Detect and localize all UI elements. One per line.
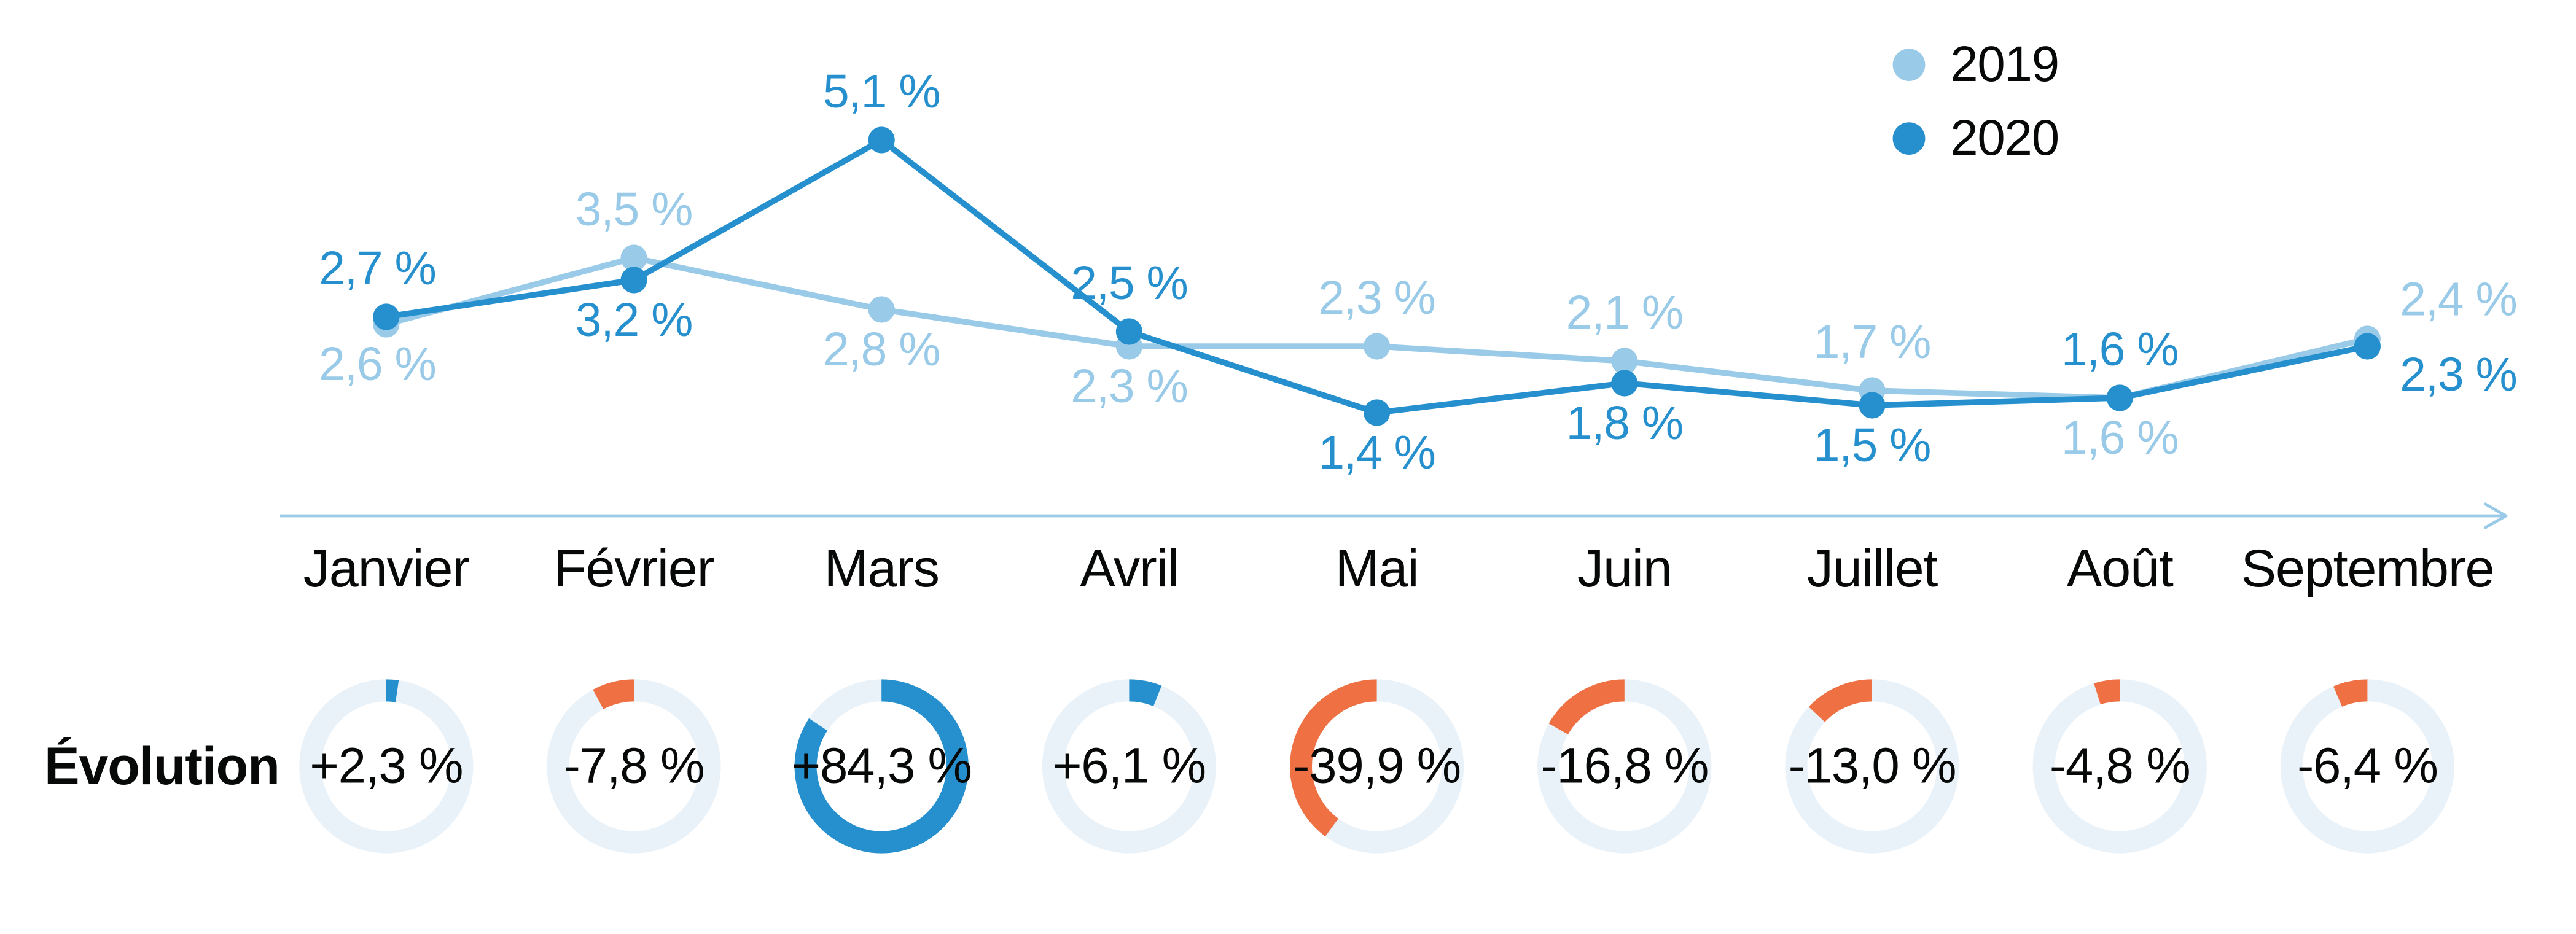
marker: [868, 126, 895, 153]
month-label: Mars: [824, 539, 939, 598]
month-label: Juillet: [1807, 539, 1938, 598]
value-label: 2,8 %: [823, 323, 940, 376]
evolution-title: Évolution: [44, 736, 279, 796]
value-label: 1,5 %: [1814, 419, 1930, 472]
marker: [868, 296, 895, 322]
value-label: 5,1 %: [823, 65, 940, 118]
marker: [1859, 392, 1885, 418]
month-label: Juin: [1577, 539, 1672, 598]
value-label: 2,3 %: [2400, 348, 2516, 401]
value-label: 3,2 %: [576, 294, 692, 346]
value-label: 2,7 %: [319, 242, 435, 295]
month-label: Janvier: [303, 539, 470, 598]
value-label: 2,6 %: [319, 338, 435, 391]
value-label: 1,6 %: [2061, 323, 2178, 376]
value-label: 1,8 %: [1566, 397, 1683, 449]
evolution-value: +6,1 %: [1053, 737, 1206, 793]
value-label: 3,5 %: [576, 183, 692, 236]
evolution-value: -6,4 %: [2297, 737, 2438, 793]
value-label: 1,7 %: [1814, 316, 1930, 368]
evolution-value: -13,0 %: [1789, 737, 1956, 793]
marker: [373, 303, 399, 330]
evolution-value: +2,3 %: [310, 737, 463, 793]
legend-label: 2020: [1950, 110, 2059, 166]
month-label: Août: [2067, 539, 2174, 598]
marker: [2107, 384, 2133, 411]
month-label: Mai: [1335, 539, 1419, 598]
month-label: Septembre: [2241, 539, 2494, 598]
value-label: 1,6 %: [2061, 411, 2178, 464]
evolution-value: -39,9 %: [1293, 737, 1461, 793]
month-label: Février: [554, 539, 714, 598]
evolution-value: -7,8 %: [564, 737, 704, 793]
month-label: Avril: [1080, 539, 1178, 598]
value-label: 2,5 %: [1071, 257, 1187, 309]
evolution-value: -16,8 %: [1540, 737, 1708, 793]
legend-marker: [1893, 122, 1926, 155]
value-label: 2,4 %: [2400, 273, 2516, 326]
marker: [1364, 399, 1390, 426]
marker: [1611, 370, 1637, 396]
marker: [2354, 333, 2381, 359]
chart-root: 2,6 % 3,5 % 2,8 % 2,3 % 2,3 % 2,1 % 1,7 % 1,6 %…: [0, 0, 2576, 934]
marker: [1364, 333, 1390, 359]
legend-label: 2019: [1950, 36, 2059, 92]
marker: [1116, 318, 1142, 344]
marker: [620, 267, 647, 293]
value-label: 2,3 %: [1071, 360, 1187, 413]
evolution-value: -4,8 %: [2050, 737, 2190, 793]
evolution-value: +84,3 %: [792, 737, 972, 793]
value-label: 2,1 %: [1566, 286, 1683, 339]
legend-marker: [1893, 49, 1926, 81]
value-label: 2,3 %: [1318, 271, 1435, 324]
value-label: 1,4 %: [1318, 426, 1435, 479]
